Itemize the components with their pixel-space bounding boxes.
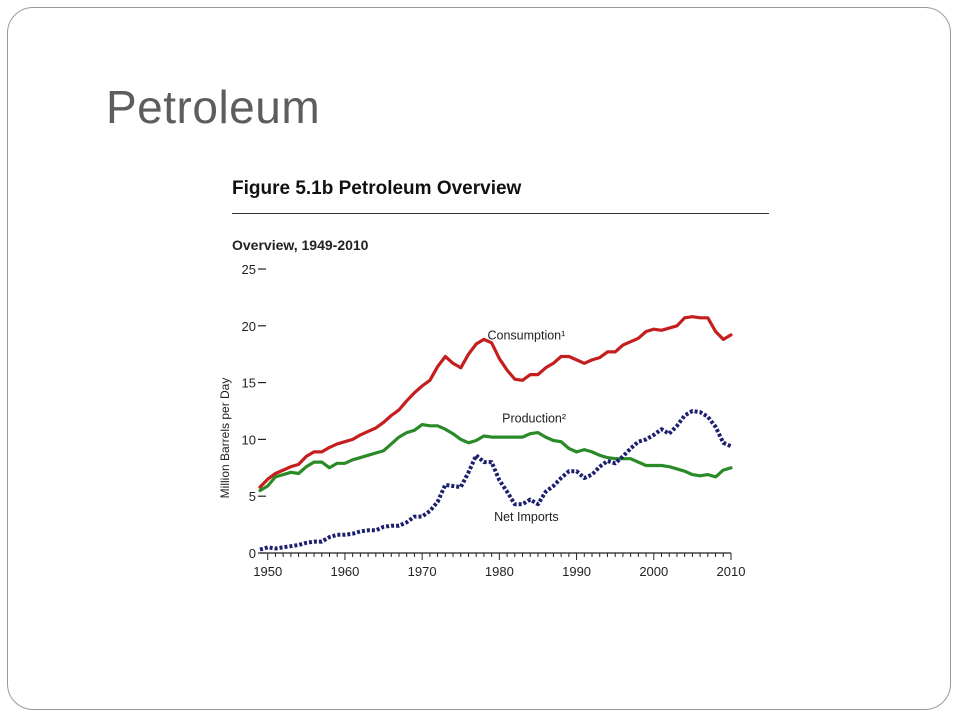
- x-tick-label: 1990: [562, 564, 591, 579]
- x-tick-label: 2000: [639, 564, 668, 579]
- slide-frame: [7, 7, 951, 710]
- chart-axes: [258, 268, 732, 560]
- chart-labels: 0 5 10 15 20 25 1950 1960 1970 1980 1990 2000 2010 Mi…: [218, 262, 745, 579]
- figure-title: Figure 5.1b Petroleum Overview: [232, 178, 522, 199]
- slide-title: Petroleum: [106, 81, 321, 133]
- figure-title-rule: [232, 213, 769, 214]
- chart-series: [258, 315, 733, 552]
- x-tick-label: 2010: [717, 564, 746, 579]
- x-tick-label: 1960: [330, 564, 359, 579]
- y-tick-label: 25: [242, 262, 256, 277]
- consumption-line: [258, 315, 733, 489]
- y-tick-label: 15: [242, 376, 256, 391]
- consumption-label: Consumption¹: [487, 328, 565, 342]
- net-imports-label: Net Imports: [494, 510, 559, 524]
- figure-subtitle: Overview, 1949-2010: [232, 237, 369, 253]
- y-tick-label: 10: [242, 432, 256, 447]
- y-tick-label: 5: [249, 489, 256, 504]
- production-label: Production²: [502, 411, 566, 425]
- x-tick-label: 1950: [253, 564, 282, 579]
- production-line: [258, 423, 733, 493]
- net-imports-line: [259, 409, 732, 552]
- y-tick-label: 0: [249, 546, 256, 561]
- x-tick-label: 1970: [408, 564, 437, 579]
- y-tick-label: 20: [242, 319, 256, 334]
- x-tick-label: 1980: [485, 564, 514, 579]
- y-axis-label: Million Barrels per Day: [218, 378, 232, 499]
